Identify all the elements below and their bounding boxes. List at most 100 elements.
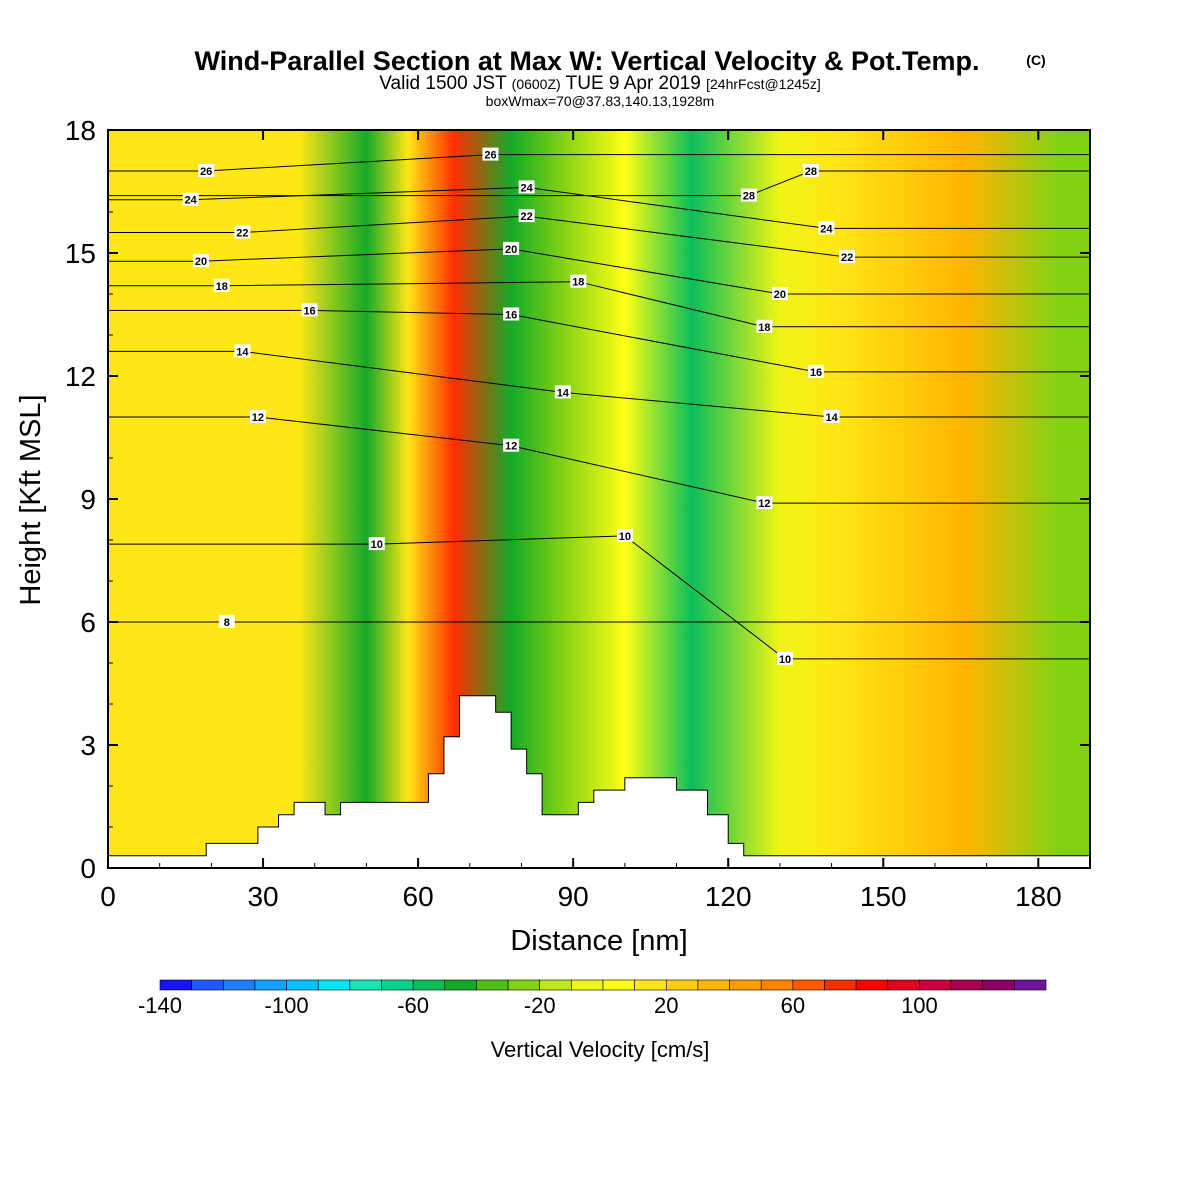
contour-label-text: 12 bbox=[758, 498, 770, 510]
colorbar-swatch bbox=[602, 979, 635, 991]
y-axis-label: Height [Kft MSL] bbox=[15, 394, 47, 605]
contour-label-text: 10 bbox=[779, 654, 791, 666]
colorbar-tick-label: -140 bbox=[138, 993, 182, 1018]
contour-label-text: 14 bbox=[825, 412, 838, 424]
colorbar-swatch bbox=[381, 979, 414, 991]
plot-area bbox=[108, 130, 1090, 868]
contour-label-text: 18 bbox=[758, 322, 770, 334]
colorbar-swatch bbox=[286, 979, 319, 991]
contour-label-text: 24 bbox=[820, 223, 833, 235]
contour-label-text: 16 bbox=[303, 305, 315, 317]
contour-label: 22 bbox=[234, 225, 251, 240]
contour-label-bg bbox=[368, 537, 385, 551]
y-tick-label: 12 bbox=[65, 361, 96, 392]
box-info: boxWmax=70@37.83,140.13,1928m bbox=[486, 93, 715, 109]
x-tick-label: 60 bbox=[403, 881, 434, 912]
contour-line bbox=[108, 170, 1090, 197]
contour-label-bg bbox=[839, 250, 856, 264]
contour-label: 16 bbox=[503, 307, 520, 322]
contour-label-bg bbox=[808, 364, 825, 378]
contour-label: 10 bbox=[368, 537, 385, 551]
contour-label: 14 bbox=[234, 344, 251, 358]
contour-label-text: 22 bbox=[236, 228, 248, 240]
contour-label-bg bbox=[616, 528, 633, 542]
contour-label-bg bbox=[213, 278, 230, 292]
colorbar-swatch bbox=[697, 979, 730, 991]
colorbar-swatch bbox=[792, 979, 825, 991]
contour-labels: 26 24 22 20 18 16 14 12 10 8 26 24 22 20 18 16 14 12 10 28 2… bbox=[182, 147, 856, 666]
colorbar-swatch bbox=[476, 979, 509, 991]
copyright-mark: (C) bbox=[1026, 52, 1045, 68]
x-tick-label: 150 bbox=[860, 881, 907, 912]
colorbar-swatch bbox=[191, 979, 224, 991]
contour-label-bg bbox=[570, 274, 587, 288]
x-tick-label: 180 bbox=[1015, 881, 1062, 912]
contour-label-text: 22 bbox=[521, 211, 533, 223]
contour-label-text: 28 bbox=[805, 166, 817, 178]
contour-label-bg bbox=[182, 192, 199, 206]
contour-label-text: 14 bbox=[557, 387, 570, 399]
forecast-info: [24hrFcst@1245z] bbox=[706, 76, 821, 92]
velocity-fill bbox=[108, 130, 1090, 868]
y-tick-label: 18 bbox=[65, 115, 96, 146]
contour-label: 28 bbox=[802, 164, 819, 178]
colorbar-tick-label: -20 bbox=[524, 993, 556, 1018]
valid-date: TUE 9 Apr 2019 bbox=[566, 73, 701, 94]
contour-label: 10 bbox=[777, 651, 794, 666]
contour-label: 26 bbox=[482, 147, 499, 162]
contour-label-text: 12 bbox=[505, 441, 517, 453]
x-tick-label: 120 bbox=[705, 881, 752, 912]
contour-label-text: 20 bbox=[195, 256, 207, 268]
y-tick-label: 0 bbox=[80, 853, 96, 884]
y-tick-label: 9 bbox=[80, 484, 96, 515]
contour-label-bg bbox=[518, 180, 535, 194]
contour-label: 12 bbox=[249, 410, 266, 424]
contour-label: 28 bbox=[740, 188, 757, 203]
contour-line bbox=[108, 154, 1090, 172]
contour-label-text: 26 bbox=[200, 166, 212, 178]
colorbar-swatch bbox=[729, 979, 762, 991]
valid-prefix: Valid 1500 JST bbox=[379, 73, 507, 94]
contour-label-bg bbox=[823, 410, 840, 423]
contour-label-bg bbox=[218, 615, 235, 628]
contour-label-text: 10 bbox=[619, 531, 631, 543]
contour-label-bg bbox=[818, 221, 835, 235]
contour-label-text: 24 bbox=[185, 195, 198, 207]
colorbar-labels: -140 -100 -60 -20 20 60 100 bbox=[138, 993, 938, 1018]
contour-label: 18 bbox=[570, 274, 587, 289]
contour-label-bg bbox=[249, 410, 266, 423]
colorbar-swatch bbox=[159, 979, 192, 991]
y-tick-label: 6 bbox=[80, 607, 96, 638]
contour-label-text: 14 bbox=[236, 346, 249, 358]
colorbar-tick-label: 100 bbox=[901, 993, 938, 1018]
contour-label-bg bbox=[756, 496, 773, 510]
contour-label-bg bbox=[518, 209, 535, 223]
contour-label-bg bbox=[777, 651, 794, 665]
x-axis-label: Distance [nm] bbox=[510, 925, 687, 957]
contour-label-text: 18 bbox=[572, 277, 584, 289]
contour-label-text: 18 bbox=[216, 281, 228, 293]
contour-label-text: 26 bbox=[484, 150, 496, 162]
contour-label-bg bbox=[301, 303, 318, 317]
valid-time-line: Valid 1500 JST (0600Z) TUE 9 Apr 2019 [2… bbox=[379, 73, 820, 94]
contour-label-bg bbox=[234, 344, 251, 358]
contour-label-text: 16 bbox=[505, 310, 517, 322]
contour-label-text: 28 bbox=[743, 191, 755, 203]
y-tick-label: 3 bbox=[80, 730, 96, 761]
colorbar-swatch bbox=[254, 979, 287, 991]
contour-label-bg bbox=[198, 164, 215, 177]
contour-label: 18 bbox=[213, 278, 230, 293]
contour-label-text: 8 bbox=[224, 617, 230, 629]
contour-label: 24 bbox=[182, 192, 199, 207]
contour-label-bg bbox=[554, 385, 571, 399]
colorbar-title: Vertical Velocity [cm/s] bbox=[491, 1037, 710, 1062]
contour-label: 26 bbox=[198, 164, 215, 178]
contour-label-bg bbox=[193, 254, 210, 268]
colorbar-swatch bbox=[950, 979, 984, 991]
colorbar bbox=[159, 979, 1047, 991]
x-axis: 0 30 60 90 120 150 180 bbox=[100, 130, 1091, 912]
contour-label: 16 bbox=[301, 303, 318, 317]
contour-label: 14 bbox=[823, 410, 840, 424]
colorbar-swatch bbox=[919, 979, 952, 991]
